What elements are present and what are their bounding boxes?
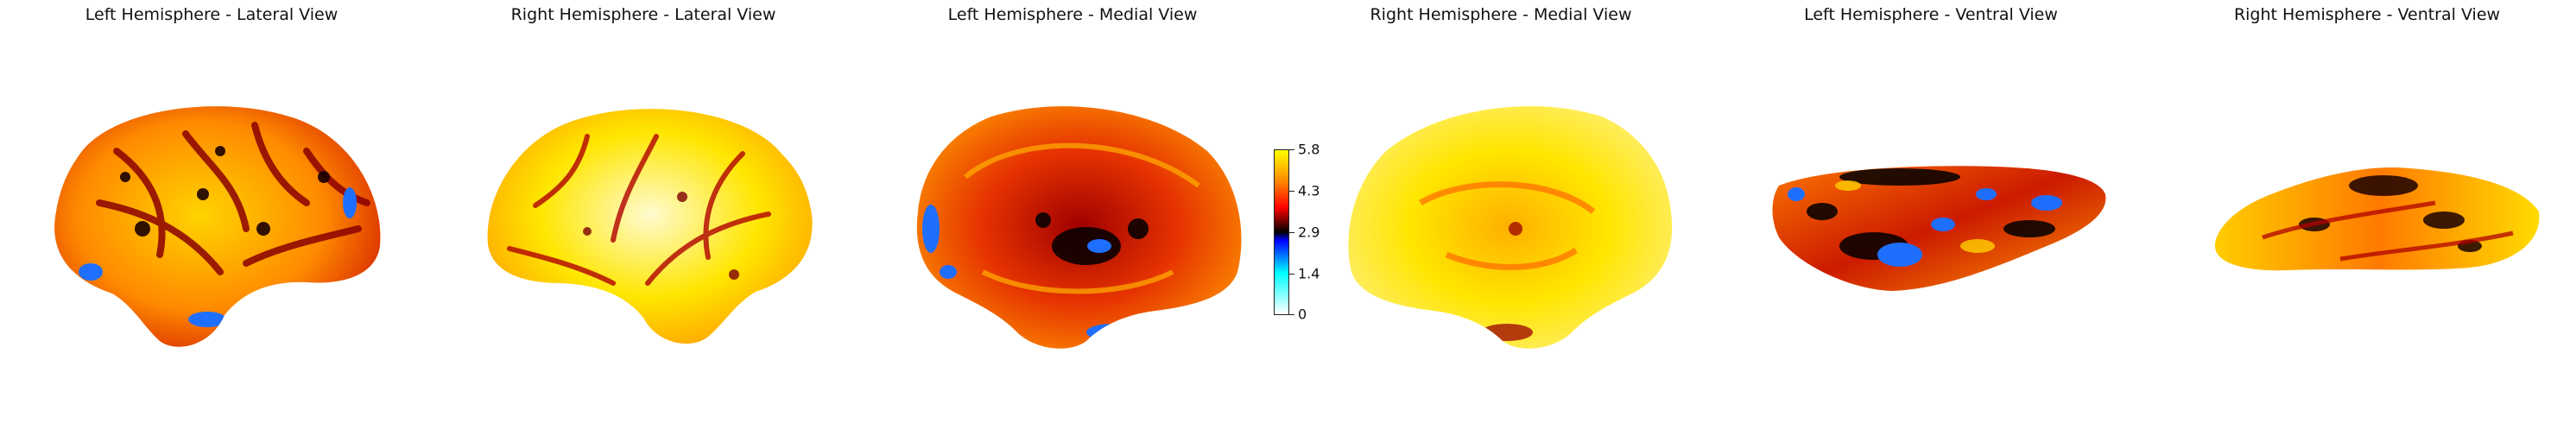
panel-title-right-ventral: Right Hemisphere - Ventral View <box>2233 5 2501 24</box>
colorbar-tick-label: 1.4 <box>1298 265 1320 282</box>
colorbar-tick-label: 5.8 <box>1298 141 1320 158</box>
brain-left-lateral <box>54 106 381 347</box>
panel-title-left-lateral: Left Hemisphere - Lateral View <box>85 5 339 24</box>
panel-title-left-ventral: Left Hemisphere - Ventral View <box>1804 5 2058 24</box>
colorbar <box>1274 149 1289 315</box>
colorbar-tick-mark <box>1289 191 1294 192</box>
colorbar-tick-mark <box>1289 149 1294 150</box>
colorbar-tick-mark <box>1289 274 1294 275</box>
brain-right-lateral <box>487 109 813 344</box>
brain-left-ventral <box>1772 166 2106 292</box>
colorbar-tick-label: 2.9 <box>1298 224 1320 241</box>
panel-title-right-lateral: Right Hemisphere - Lateral View <box>510 5 776 24</box>
colorbar-tick-mark <box>1289 314 1294 315</box>
brain-left-medial <box>916 106 1242 349</box>
panel-title-right-medial: Right Hemisphere - Medial View <box>1370 5 1632 24</box>
brain-right-ventral <box>2215 167 2540 271</box>
colorbar-tick-label: 0 <box>1298 306 1307 323</box>
colorbar-tick-label: 4.3 <box>1298 182 1320 199</box>
panel-title-left-medial: Left Hemisphere - Medial View <box>947 5 1198 24</box>
brain-right-medial <box>1348 106 1673 349</box>
colorbar-tick-mark <box>1289 232 1294 233</box>
